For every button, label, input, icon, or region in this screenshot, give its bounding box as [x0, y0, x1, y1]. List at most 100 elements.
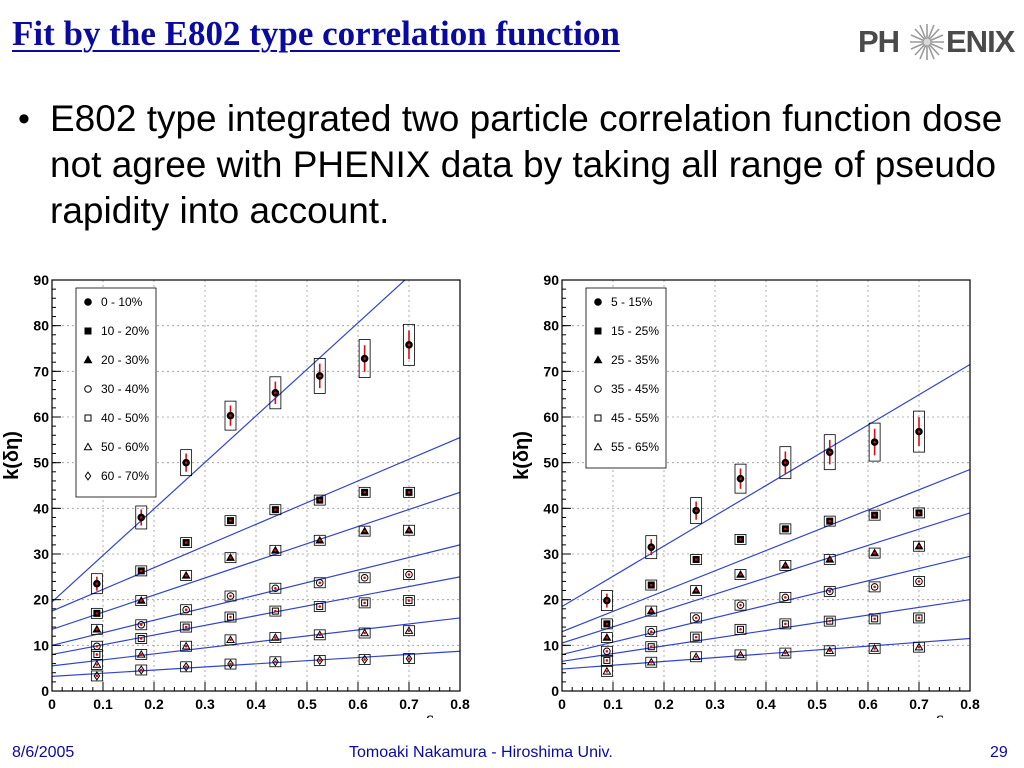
- y-tick-label: 20: [33, 592, 49, 608]
- data-point-center: [605, 659, 609, 662]
- data-point-center: [274, 586, 277, 590]
- data-point: [137, 620, 146, 629]
- data-point-center: [917, 616, 921, 620]
- data-point-center: [184, 665, 188, 669]
- data-point: [405, 653, 413, 664]
- fit-line: [52, 650, 460, 677]
- fit-line: [52, 280, 406, 603]
- syst-error-box: [313, 494, 326, 506]
- data-point-center: [739, 628, 742, 631]
- syst-error-box: [823, 434, 836, 471]
- data-point-center: [184, 461, 188, 464]
- fit-line: [52, 617, 460, 667]
- legend: 5 - 15% 15 - 25% 25 - 35% 35 - 45% 45 - 55% 5…: [585, 287, 667, 469]
- syst-error-box: [358, 339, 371, 378]
- data-point-center: [649, 545, 653, 549]
- syst-error-box: [269, 504, 282, 516]
- data-point: [360, 628, 370, 637]
- syst-error-box: [913, 410, 925, 453]
- data-point-center: [363, 631, 366, 635]
- data-point: [361, 654, 368, 665]
- syst-error-box: [779, 446, 792, 480]
- fit-lines: [562, 363, 970, 670]
- data-point-center: [873, 440, 876, 444]
- y-tick-label: 80: [33, 318, 49, 334]
- syst-error-box: [224, 611, 237, 623]
- data-point: [360, 573, 369, 582]
- data-point-center: [318, 633, 322, 637]
- data-point-center: [828, 558, 832, 561]
- data-point-center: [828, 619, 832, 623]
- x-tick-label: 0.7: [399, 696, 419, 712]
- legend-label: 45 - 55%: [611, 411, 659, 425]
- data-point-center: [363, 658, 366, 661]
- syst-error-box: [734, 569, 747, 580]
- data-point-center: [917, 544, 921, 548]
- data-point: [781, 620, 789, 628]
- data-point-center: [407, 343, 411, 347]
- data-point: [182, 623, 190, 631]
- legend-marker: [594, 414, 602, 422]
- y-tick-label: 80: [543, 318, 559, 334]
- syst-error-box: [823, 645, 836, 657]
- data-point-center: [784, 622, 787, 626]
- data-point-center: [184, 574, 188, 577]
- legend-label: 30 - 40%: [101, 382, 149, 396]
- syst-error-box: [645, 535, 658, 560]
- data-point-center: [917, 511, 921, 515]
- data-point-center: [95, 644, 99, 648]
- data-point-center: [139, 516, 143, 519]
- data-point-center: [363, 576, 366, 580]
- data-point-center: [407, 629, 411, 633]
- syst-error-box: [779, 523, 792, 535]
- syst-error-box: [313, 629, 326, 641]
- data-point-center: [274, 549, 277, 552]
- syst-error-box: [224, 552, 237, 564]
- legend-marker: [84, 327, 92, 335]
- y-tick-label: 0: [551, 683, 559, 699]
- fit-line: [562, 637, 970, 670]
- syst-error-box: [135, 633, 148, 644]
- data-point-center: [694, 509, 698, 512]
- data-point: [404, 626, 414, 634]
- data-point-center: [139, 668, 143, 672]
- legend-marker: [84, 298, 92, 306]
- data-point-center: [873, 551, 876, 555]
- footer-date: 8/6/2005: [12, 744, 75, 761]
- x-tick-label: 0.2: [654, 696, 674, 712]
- syst-error-box: [180, 537, 193, 548]
- fit-line: [562, 363, 970, 608]
- syst-error-box: [358, 597, 371, 609]
- y-axis-label: k(δη): [511, 431, 533, 480]
- syst-error-box: [90, 659, 103, 670]
- syst-error-box: [734, 623, 747, 635]
- legend-label: 5 - 15%: [611, 295, 653, 309]
- syst-error-box: [358, 572, 371, 584]
- data-point: [271, 584, 280, 593]
- syst-error-box: [180, 661, 193, 673]
- footer-page-number: 29: [990, 744, 1008, 761]
- syst-error-box: [734, 533, 747, 545]
- y-tick-label: 40: [33, 500, 49, 516]
- syst-error-box: [135, 664, 148, 676]
- legend-label: 0 - 10%: [101, 295, 143, 309]
- syst-error-box: [358, 525, 371, 537]
- data-point: [603, 647, 611, 656]
- data-point-center: [828, 519, 832, 523]
- x-tick-label: 0.1: [603, 696, 623, 712]
- y-tick-label: 70: [543, 363, 559, 379]
- syst-error-box: [224, 515, 237, 527]
- data-point: [270, 632, 280, 641]
- syst-error-box: [779, 560, 792, 571]
- data-point-center: [229, 556, 232, 559]
- ticks: 0 10 20 30 40 50 60 70 80 90 0 0.1 0.2 0.3 0.4 0.5 0.6 0.…: [33, 272, 470, 712]
- data-point-center: [407, 657, 411, 660]
- syst-error-box: [734, 599, 747, 611]
- data-point: [781, 593, 790, 602]
- data-point-center: [694, 589, 698, 592]
- legend-label: 55 - 65%: [611, 440, 659, 454]
- syst-error-box: [224, 400, 237, 431]
- data-point-center: [229, 414, 232, 417]
- data-point-center: [363, 357, 366, 360]
- data-point: [93, 671, 101, 681]
